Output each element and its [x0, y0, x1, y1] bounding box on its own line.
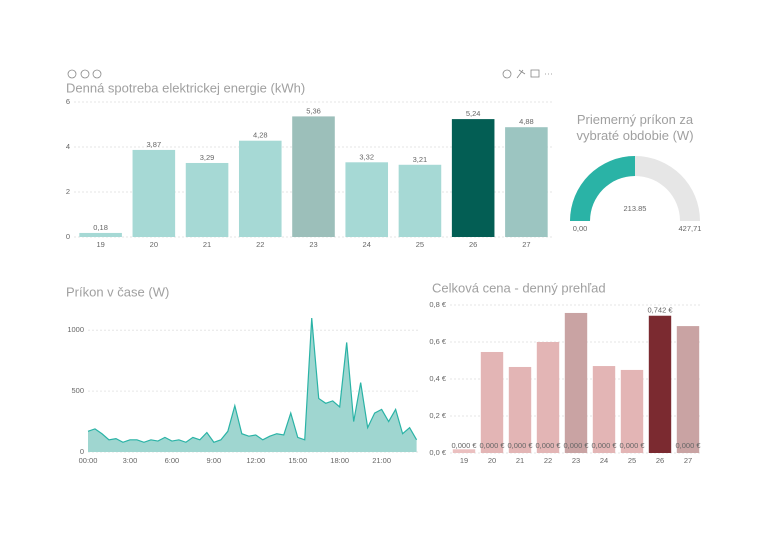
x-tick-label: 24 — [363, 240, 371, 249]
line — [87, 318, 418, 443]
gauge-max-label: 427,71 — [679, 224, 702, 233]
y-tick-label: 0 — [66, 232, 70, 241]
chart-title: Celková cena - denný prehľad — [432, 280, 606, 295]
data-label: 3,32 — [359, 152, 374, 161]
bar — [505, 127, 548, 237]
x-tick-label: 21 — [203, 240, 211, 249]
x-tick-label: 19 — [96, 240, 104, 249]
y-tick-label: 2 — [66, 187, 70, 196]
chart-title: Priemerný príkon za vybraté obdobie (W) — [576, 112, 694, 143]
data-label: 5,24 — [466, 109, 481, 118]
y-tick-label: 1000 — [67, 325, 84, 334]
x-tick-label: 22 — [256, 240, 264, 249]
bottom-label: 0,000 € — [563, 441, 589, 450]
x-tick-label: 26 — [656, 456, 664, 465]
gauge-value — [570, 156, 635, 221]
x-tick-label: 21 — [516, 456, 524, 465]
bar — [536, 342, 560, 453]
y-tick-label: 0,4 € — [429, 374, 447, 383]
bar — [451, 119, 495, 237]
bar — [132, 149, 176, 237]
x-tick-label: 23 — [309, 240, 317, 249]
x-tick-label: 22 — [544, 456, 552, 465]
data-label: 0,18 — [93, 223, 108, 232]
y-tick-label: 6 — [66, 97, 70, 106]
y-tick-label: 0,8 € — [429, 300, 447, 309]
x-tick-label: 9:00 — [207, 456, 222, 465]
bar — [508, 366, 532, 453]
y-tick-label: 0,0 € — [429, 448, 447, 457]
y-tick-label: 0 — [80, 447, 84, 456]
bottom-label: 0,000 € — [675, 441, 701, 450]
gauge-value-label: 213.85 — [624, 204, 647, 213]
visual-icons — [67, 69, 552, 79]
x-tick-label: 23 — [572, 456, 580, 465]
icon[interactable] — [67, 69, 77, 79]
data-label: 3,29 — [200, 153, 215, 162]
bottom-label: 0,000 € — [451, 441, 477, 450]
bottom-label: 0,000 € — [535, 441, 561, 450]
x-tick-label: 24 — [600, 456, 608, 465]
x-tick-label: 20 — [150, 240, 158, 249]
x-tick-label: 19 — [460, 456, 468, 465]
data-label: 3,87 — [147, 140, 162, 149]
bar — [398, 164, 442, 237]
x-tick-label: 25 — [416, 240, 424, 249]
chart-title: Denná spotreba elektrickej energie (kWh) — [66, 80, 305, 95]
icon[interactable] — [516, 69, 526, 79]
bar — [79, 232, 122, 237]
bar — [345, 162, 389, 237]
bar — [480, 351, 504, 453]
icon[interactable] — [502, 69, 512, 79]
bottom-label: 0,000 € — [507, 441, 533, 450]
icon[interactable] — [92, 69, 102, 79]
bar — [185, 162, 229, 237]
icon[interactable] — [530, 69, 540, 78]
data-label: 0,742 € — [647, 306, 673, 315]
x-tick-label: 15:00 — [288, 456, 307, 465]
x-tick-label: 21:00 — [372, 456, 391, 465]
data-label: 4,28 — [253, 131, 268, 140]
data-label: 4,88 — [519, 117, 534, 126]
y-tick-label: 500 — [71, 386, 84, 395]
x-tick-label: 27 — [522, 240, 530, 249]
bar — [452, 449, 476, 453]
icon[interactable] — [80, 69, 90, 79]
x-tick-label: 27 — [684, 456, 692, 465]
bar — [292, 116, 335, 237]
bar — [592, 366, 616, 453]
x-tick-label: 25 — [628, 456, 636, 465]
area — [88, 318, 417, 452]
data-label: 5,36 — [306, 106, 321, 115]
y-tick-label: 0,2 € — [429, 411, 447, 420]
bottom-label: 0,000 € — [591, 441, 617, 450]
bar — [648, 315, 672, 453]
bottom-label: 0,000 € — [619, 441, 645, 450]
x-tick-label: 18:00 — [330, 456, 349, 465]
bar — [238, 140, 282, 237]
bar — [564, 312, 588, 453]
bar — [620, 369, 644, 453]
data-label: 3,21 — [413, 155, 428, 164]
x-tick-label: 00:00 — [79, 456, 98, 465]
bar — [676, 326, 700, 453]
x-tick-label: 20 — [488, 456, 496, 465]
gauge-min-label: 0,00 — [573, 224, 588, 233]
x-tick-label: 3:00 — [123, 456, 138, 465]
y-tick-label: 0,6 € — [429, 337, 447, 346]
x-tick-label: 6:00 — [165, 456, 180, 465]
chart-title: Príkon v čase (W) — [66, 284, 169, 299]
y-tick-label: 4 — [66, 142, 70, 151]
x-tick-label: 26 — [469, 240, 477, 249]
x-tick-label: 12:00 — [246, 456, 265, 465]
bottom-label: 0,000 € — [479, 441, 505, 450]
